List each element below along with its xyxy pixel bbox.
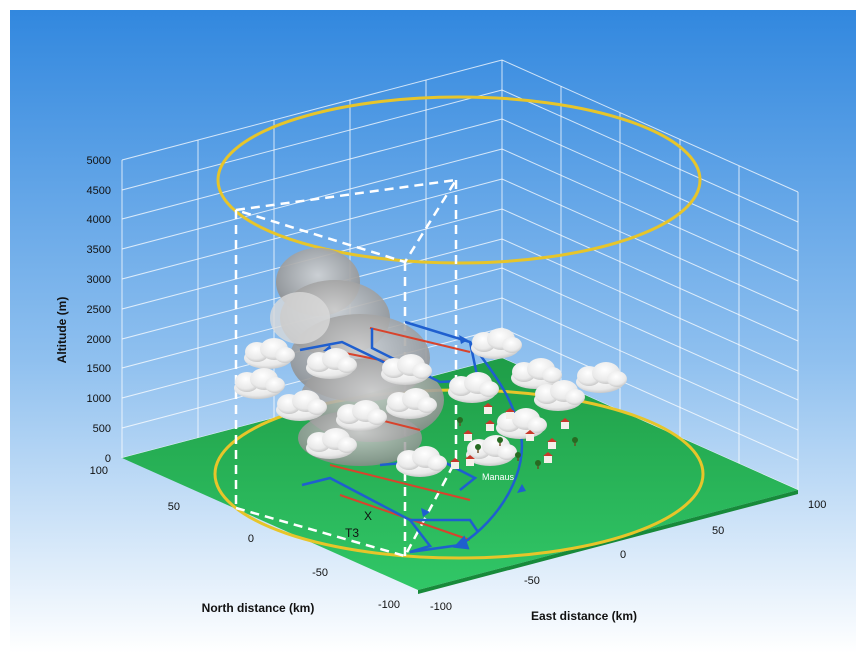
north-axis: 100 50 0 -50 -100 — [90, 465, 400, 611]
east-tick: 0 — [620, 549, 626, 561]
upper-range-ring — [216, 95, 702, 265]
altitude-tick: 4500 — [87, 185, 111, 197]
east-axis-title: East distance (km) — [531, 609, 637, 623]
altitude-axis: 0 500 1000 1500 2000 2500 3000 3500 4000… — [87, 155, 111, 465]
altitude-axis-title: Altitude (m) — [55, 297, 69, 364]
east-axis: -100 -50 0 50 100 — [430, 499, 826, 613]
altitude-tick: 500 — [93, 423, 111, 435]
altitude-tick: 3000 — [87, 274, 111, 286]
altitude-tick: 4000 — [87, 214, 111, 226]
marker-x-label: X — [364, 509, 372, 523]
north-axis-title: North distance (km) — [202, 601, 315, 615]
city-label: Manaus — [482, 472, 515, 482]
altitude-tick: 0 — [105, 453, 111, 465]
east-tick: -50 — [524, 575, 540, 587]
north-tick: 0 — [248, 533, 254, 545]
east-tick: 100 — [808, 499, 826, 511]
east-tick: 50 — [712, 525, 724, 537]
altitude-tick: 2500 — [87, 304, 111, 316]
north-tick: 50 — [168, 501, 180, 513]
north-tick: 100 — [90, 465, 108, 477]
altitude-tick: 2000 — [87, 334, 111, 346]
north-tick: -50 — [312, 567, 328, 579]
altitude-tick: 1000 — [87, 393, 111, 405]
altitude-tick: 3500 — [87, 244, 111, 256]
east-tick: -100 — [430, 601, 452, 613]
marker-t3-label: T3 — [345, 526, 359, 540]
north-tick: -100 — [378, 599, 400, 611]
altitude-tick: 5000 — [87, 155, 111, 167]
altitude-tick: 1500 — [87, 363, 111, 375]
